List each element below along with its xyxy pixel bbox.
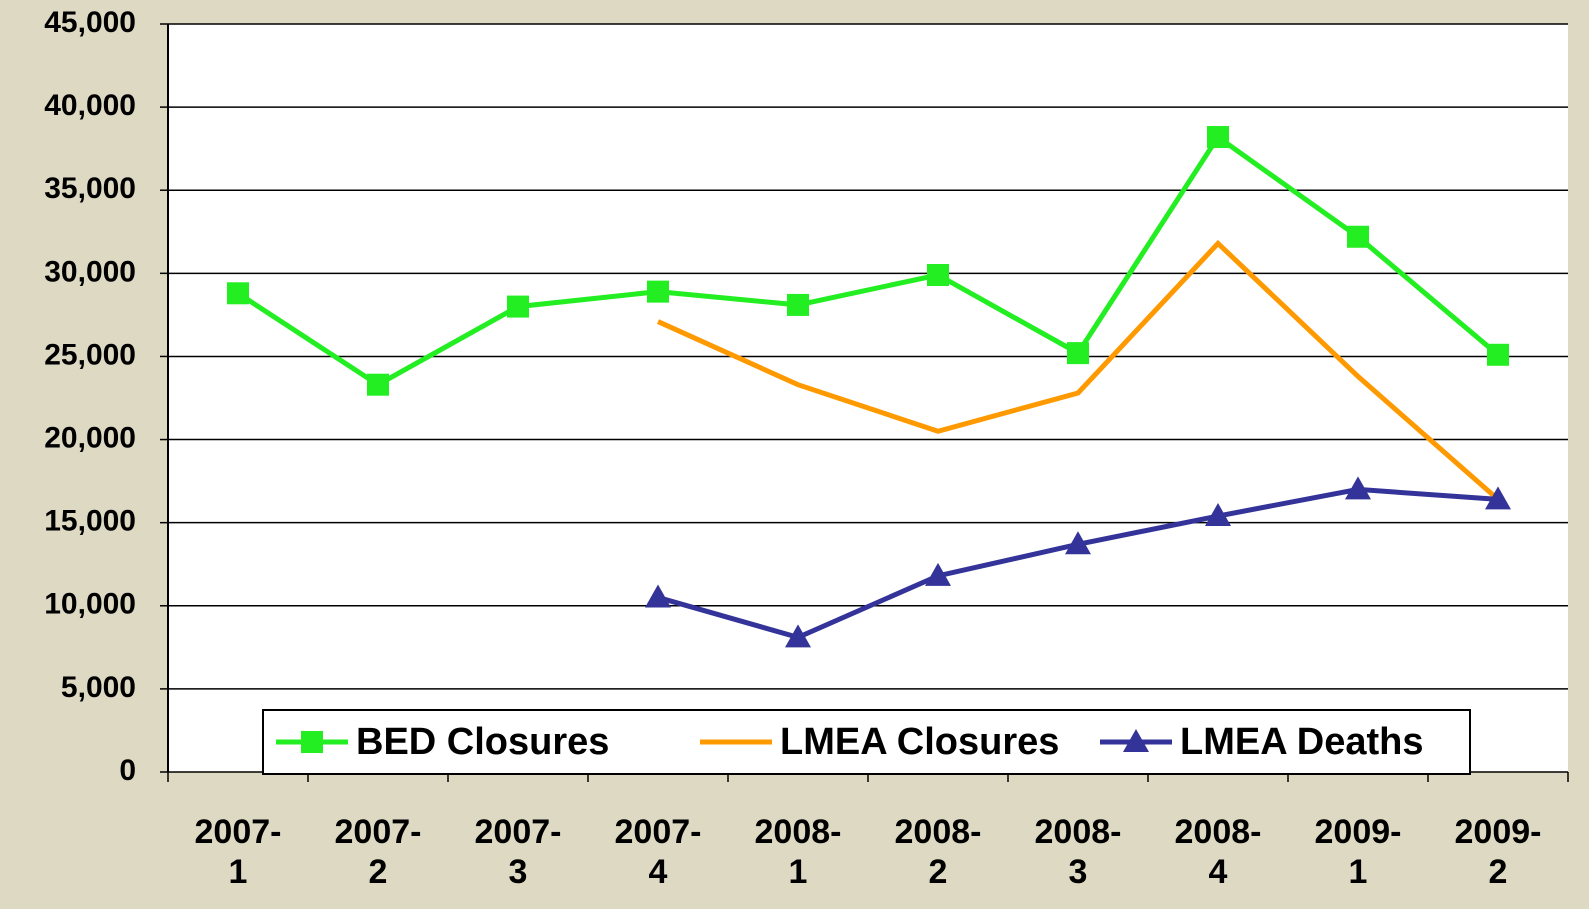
marker	[507, 295, 529, 318]
marker	[785, 624, 811, 648]
marker	[927, 263, 949, 286]
marker	[645, 584, 671, 608]
y-tick-label: 20,000	[44, 421, 136, 454]
marker	[1067, 342, 1089, 365]
marker	[227, 282, 249, 305]
y-tick-label: 45,000	[44, 6, 136, 39]
x-tick-label: 2008- 3	[1034, 813, 1122, 891]
series-line	[656, 239, 1500, 502]
x-tick-label: 2007- 3	[474, 813, 562, 891]
x-tick-label: 2008- 1	[754, 813, 842, 891]
marker	[1485, 486, 1511, 510]
x-tick-label: 2007- 2	[334, 813, 422, 891]
marker	[367, 373, 389, 396]
series-line	[236, 133, 1500, 388]
marker	[1347, 225, 1369, 248]
y-tick-label: 30,000	[44, 255, 136, 288]
y-tick-label: 15,000	[44, 505, 136, 538]
marker	[1345, 476, 1371, 500]
legend-label: LMEA Closures	[780, 721, 1059, 763]
marker	[787, 293, 809, 316]
y-tick-label: 0	[119, 754, 136, 787]
y-tick-label: 35,000	[44, 172, 136, 205]
marker	[1123, 729, 1149, 752]
legend-label: BED Closures	[356, 721, 609, 763]
marker	[301, 731, 323, 753]
x-tick-label: 2008- 2	[894, 813, 982, 891]
marker	[1065, 531, 1091, 555]
marker	[1487, 343, 1509, 366]
x-tick-label: 2007- 4	[614, 813, 702, 891]
legend-box	[262, 709, 1471, 775]
marker	[1205, 503, 1231, 527]
x-tick-label: 2008- 4	[1174, 813, 1262, 891]
marker	[925, 562, 951, 586]
marker	[647, 280, 669, 303]
marker	[1207, 126, 1229, 149]
legend: BED Closures LMEA Closures LMEA Deaths	[262, 709, 1471, 775]
y-tick-label: 5,000	[61, 671, 136, 704]
plot-area	[168, 24, 1568, 772]
y-tick-label: 40,000	[44, 89, 136, 122]
y-tick-label: 10,000	[44, 588, 136, 621]
x-tick-label: 2009- 2	[1454, 813, 1542, 891]
x-tick-label: 2009- 1	[1314, 813, 1402, 891]
x-tick-label: 2007- 1	[194, 813, 282, 891]
legend-label: LMEA Deaths	[1180, 721, 1424, 763]
y-tick-label: 25,000	[44, 338, 136, 371]
